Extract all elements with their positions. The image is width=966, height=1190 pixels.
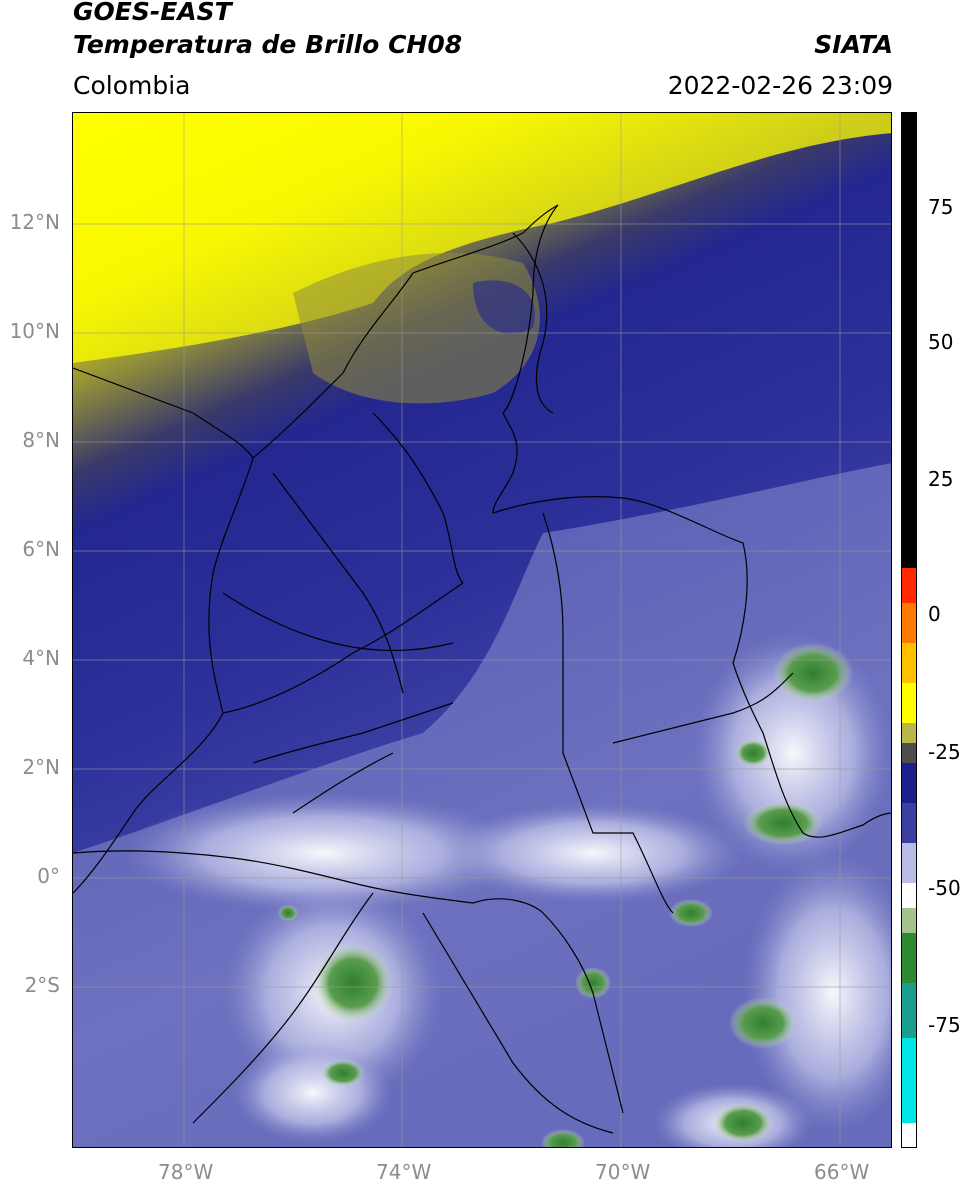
lon-label: 78°W [158,1160,214,1184]
convective-core [669,899,713,927]
datetime-label: 2022-02-26 23:09 [667,71,893,100]
colorbar-label: -25 [928,740,961,764]
colorbar-label: -50 [928,876,961,900]
lon-label: 66°W [814,1160,870,1184]
lat-label: 0° [37,864,60,888]
borders [73,204,891,1134]
convective-core [541,1129,585,1147]
colorbar-label: 50 [928,330,954,354]
colorbar [901,112,917,1148]
convective-core [713,1103,773,1143]
colorbar-scale [902,113,916,1147]
lat-label: 2°N [22,755,60,779]
convective-core [743,801,823,845]
warm-region [73,113,891,363]
title-line2: Temperatura de Brillo CH08 [73,30,463,59]
title-line1: GOES-EAST [73,0,232,26]
convective-core [278,905,298,921]
map-canvas [73,113,891,1147]
lat-label: 2°S [24,973,60,997]
colorbar-label: 0 [928,602,941,626]
graticule [73,113,891,1147]
colorbar-label: 75 [928,195,954,219]
convective-core [575,967,611,999]
convective-core [729,997,797,1049]
lat-label: 6°N [22,537,60,561]
lon-label: 74°W [376,1160,432,1184]
colorbar-label: -75 [928,1013,961,1037]
region-label: Colombia [73,71,191,100]
lat-label: 4°N [22,646,60,670]
convective-core [313,943,393,1023]
lat-label: 8°N [22,428,60,452]
convective-core [773,643,853,703]
agency-label: SIATA [814,30,893,59]
lon-label: 70°W [595,1160,651,1184]
lat-label: 12°N [9,210,60,234]
satellite-map [72,112,892,1148]
convective-core [321,1059,365,1087]
lat-label: 10°N [9,319,60,343]
convective-core [735,739,771,767]
colorbar-label: 25 [928,467,954,491]
